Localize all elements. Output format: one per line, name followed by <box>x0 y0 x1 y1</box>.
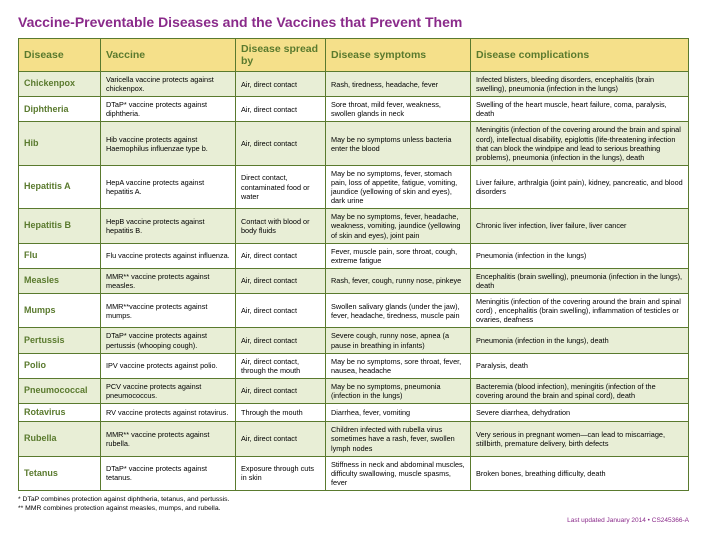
table-cell: Air, direct contact <box>236 328 326 353</box>
table-row: MumpsMMR**vaccine protects against mumps… <box>19 294 689 328</box>
table-cell: May be no symptoms, sore throat, fever, … <box>326 353 471 378</box>
table-cell: Polio <box>19 353 101 378</box>
table-cell: Air, direct contact <box>236 122 326 165</box>
column-header: Disease complications <box>471 39 689 72</box>
table-cell: Liver failure, arthralgia (joint pain), … <box>471 165 689 208</box>
column-header: Vaccine <box>101 39 236 72</box>
table-cell: Swollen salivary glands (under the jaw),… <box>326 294 471 328</box>
table-cell: Meningitis (infection of the covering ar… <box>471 294 689 328</box>
table-cell: PCV vaccine protects against pneumococcu… <box>101 378 236 403</box>
table-cell: HepA vaccine protects against hepatitis … <box>101 165 236 208</box>
table-cell: Chickenpox <box>19 72 101 97</box>
table-cell: Sore throat, mild fever, weakness, swoll… <box>326 97 471 122</box>
table-cell: Hepatitis B <box>19 209 101 243</box>
column-header: Disease spread by <box>236 39 326 72</box>
table-cell: Hib vaccine protects against Haemophilus… <box>101 122 236 165</box>
table-row: ChickenpoxVaricella vaccine protects aga… <box>19 72 689 97</box>
table-cell: Very serious in pregnant women—can lead … <box>471 422 689 456</box>
table-cell: Measles <box>19 268 101 293</box>
table-cell: May be no symptoms, fever, headache, wea… <box>326 209 471 243</box>
table-cell: Encephalitis (brain swelling), pneumonia… <box>471 268 689 293</box>
table-row: MeaslesMMR** vaccine protects against me… <box>19 268 689 293</box>
table-row: RubellaMMR** vaccine protects against ru… <box>19 422 689 456</box>
table-cell: May be no symptoms, fever, stomach pain,… <box>326 165 471 208</box>
table-cell: Severe diarrhea, dehydration <box>471 404 689 422</box>
table-cell: Swelling of the heart muscle, heart fail… <box>471 97 689 122</box>
vaccine-table: DiseaseVaccineDisease spread byDisease s… <box>18 38 689 491</box>
table-cell: Bacteremia (blood infection), meningitis… <box>471 378 689 403</box>
table-cell: Severe cough, runny nose, apnea (a pause… <box>326 328 471 353</box>
footnote-1: * DTaP combines protection against dipht… <box>18 496 689 505</box>
table-cell: DTaP* vaccine protects against tetanus. <box>101 456 236 490</box>
table-cell: Air, direct contact <box>236 268 326 293</box>
table-row: Hepatitis BHepB vaccine protects against… <box>19 209 689 243</box>
table-cell: Rubella <box>19 422 101 456</box>
table-cell: Hepatitis A <box>19 165 101 208</box>
table-cell: Air, direct contact <box>236 72 326 97</box>
table-row: TetanusDTaP* vaccine protects against te… <box>19 456 689 490</box>
table-row: PolioIPV vaccine protects against polio.… <box>19 353 689 378</box>
table-cell: Rash, fever, cough, runny nose, pinkeye <box>326 268 471 293</box>
table-cell: Air, direct contact <box>236 97 326 122</box>
table-cell: Flu <box>19 243 101 268</box>
table-cell: Diphtheria <box>19 97 101 122</box>
table-cell: Exposure through cuts in skin <box>236 456 326 490</box>
table-cell: Mumps <box>19 294 101 328</box>
page-title: Vaccine-Preventable Diseases and the Vac… <box>18 14 689 30</box>
table-row: Hepatitis AHepA vaccine protects against… <box>19 165 689 208</box>
table-cell: Air, direct contact <box>236 294 326 328</box>
table-row: PertussisDTaP* vaccine protects against … <box>19 328 689 353</box>
table-cell: Chronic liver infection, liver failure, … <box>471 209 689 243</box>
table-cell: Air, direct contact <box>236 422 326 456</box>
table-cell: MMR**vaccine protects against mumps. <box>101 294 236 328</box>
table-cell: DTaP* vaccine protects against diphtheri… <box>101 97 236 122</box>
table-cell: Diarrhea, fever, vomiting <box>326 404 471 422</box>
table-cell: Air, direct contact <box>236 378 326 403</box>
table-cell: Air, direct contact <box>236 243 326 268</box>
table-cell: Paralysis, death <box>471 353 689 378</box>
table-cell: Tetanus <box>19 456 101 490</box>
table-cell: Rotavirus <box>19 404 101 422</box>
table-cell: Pneumonia (infection in the lungs), deat… <box>471 328 689 353</box>
table-cell: Pneumonia (infection in the lungs) <box>471 243 689 268</box>
table-cell: Broken bones, breathing difficulty, deat… <box>471 456 689 490</box>
table-cell: May be no symptoms, pneumonia (infection… <box>326 378 471 403</box>
table-cell: Stiffness in neck and abdominal muscles,… <box>326 456 471 490</box>
column-header: Disease <box>19 39 101 72</box>
table-cell: RV vaccine protects against rotavirus. <box>101 404 236 422</box>
table-cell: Rash, tiredness, headache, fever <box>326 72 471 97</box>
table-header-row: DiseaseVaccineDisease spread byDisease s… <box>19 39 689 72</box>
table-cell: Varicella vaccine protects against chick… <box>101 72 236 97</box>
table-cell: Infected blisters, bleeding disorders, e… <box>471 72 689 97</box>
table-cell: Hib <box>19 122 101 165</box>
table-cell: Flu vaccine protects against influenza. <box>101 243 236 268</box>
table-cell: MMR** vaccine protects against measles. <box>101 268 236 293</box>
table-cell: Fever, muscle pain, sore throat, cough, … <box>326 243 471 268</box>
table-cell: Air, direct contact, through the mouth <box>236 353 326 378</box>
table-cell: MMR** vaccine protects against rubella. <box>101 422 236 456</box>
table-cell: Contact with blood or body fluids <box>236 209 326 243</box>
footnote-2: ** MMR combines protection against measl… <box>18 505 689 514</box>
table-row: FluFlu vaccine protects against influenz… <box>19 243 689 268</box>
table-cell: HepB vaccine protects against hepatitis … <box>101 209 236 243</box>
table-cell: May be no symptoms unless bacteria enter… <box>326 122 471 165</box>
column-header: Disease symptoms <box>326 39 471 72</box>
last-updated: Last updated January 2014 • CS245366-A <box>18 517 689 524</box>
table-cell: Direct contact, contaminated food or wat… <box>236 165 326 208</box>
table-cell: Through the mouth <box>236 404 326 422</box>
table-row: HibHib vaccine protects against Haemophi… <box>19 122 689 165</box>
table-cell: Pertussis <box>19 328 101 353</box>
table-row: DiphtheriaDTaP* vaccine protects against… <box>19 97 689 122</box>
table-cell: Pneumococcal <box>19 378 101 403</box>
table-cell: IPV vaccine protects against polio. <box>101 353 236 378</box>
table-row: RotavirusRV vaccine protects against rot… <box>19 404 689 422</box>
table-cell: Children infected with rubella virus som… <box>326 422 471 456</box>
table-cell: DTaP* vaccine protects against pertussis… <box>101 328 236 353</box>
footnotes: * DTaP combines protection against dipht… <box>18 496 689 514</box>
table-cell: Meningitis (infection of the covering ar… <box>471 122 689 165</box>
table-row: PneumococcalPCV vaccine protects against… <box>19 378 689 403</box>
